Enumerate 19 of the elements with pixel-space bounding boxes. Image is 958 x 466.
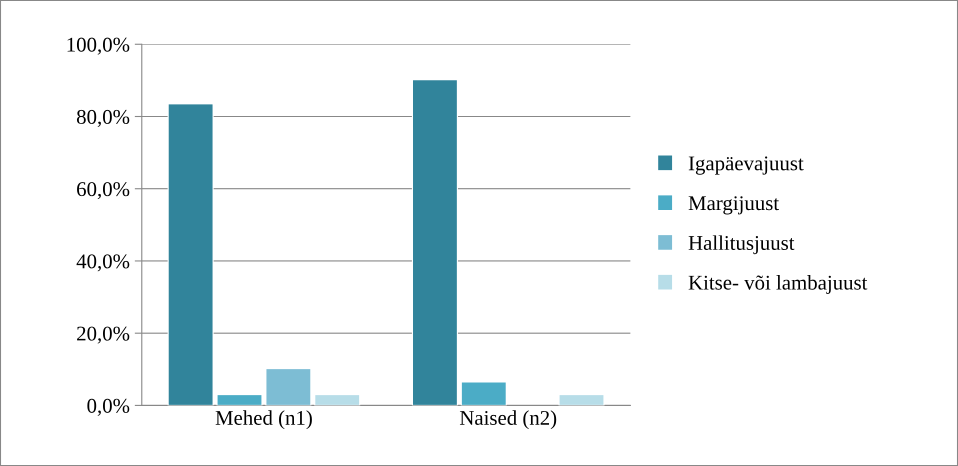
x-tick-label: Naised (n2) <box>460 410 556 430</box>
legend-label: Margijuust <box>688 196 779 214</box>
y-tick-label: 0,0% <box>87 398 130 416</box>
y-tick-label: 80,0% <box>76 110 130 127</box>
y-tick-label: 40,0% <box>76 254 130 272</box>
bar <box>216 394 263 406</box>
y-tick-label: 60,0% <box>77 182 130 200</box>
bar <box>558 394 605 406</box>
bar <box>412 79 458 406</box>
bar <box>314 394 360 406</box>
y-tick-label: 20,0% <box>77 326 130 344</box>
bar <box>265 368 312 406</box>
y-tick-label: 100,0% <box>68 38 130 55</box>
legend-label: Igapäevajuust <box>688 156 804 175</box>
bar <box>168 103 214 406</box>
x-tick-label: Mehed (n1) <box>216 410 312 430</box>
legend-label: Kitse- või lambajuust <box>688 275 868 294</box>
legend-label: Hallitusjuust <box>688 235 794 254</box>
bar <box>460 381 507 406</box>
